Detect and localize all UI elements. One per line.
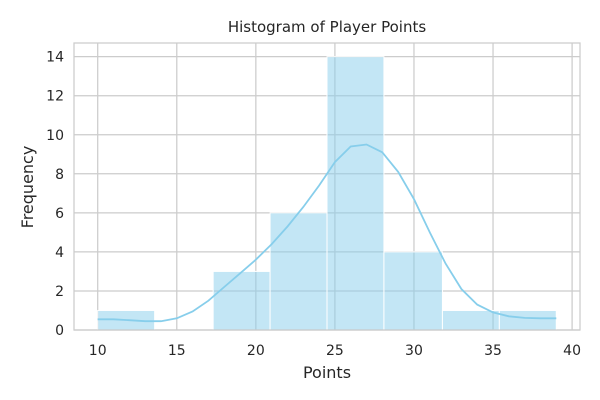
plot-frame	[73, 42, 581, 331]
y-axis-ticks: 0 2 4 6 8 10 12 14	[46, 50, 64, 339]
x-tick-label: 40	[563, 343, 581, 359]
y-tick-label: 14	[46, 50, 64, 66]
histogram-bar	[498, 309, 557, 331]
histogram-bar	[269, 212, 328, 331]
kde-curve	[97, 143, 557, 323]
y-tick-label: 0	[55, 323, 64, 339]
x-tick-label: 15	[168, 343, 186, 359]
x-tick-label: 20	[247, 343, 265, 359]
y-axis-label: Frequency	[18, 146, 37, 229]
y-tick-label: 8	[55, 167, 64, 183]
x-tick-label: 35	[484, 343, 502, 359]
x-tick-label: 25	[326, 343, 344, 359]
y-tick-label: 4	[55, 245, 64, 261]
y-tick-label: 6	[55, 206, 64, 222]
histogram-bars	[97, 56, 557, 331]
y-tick-label: 12	[46, 89, 64, 105]
histogram-bar	[383, 251, 443, 331]
x-tick-label: 30	[405, 343, 423, 359]
histogram-bar	[326, 56, 385, 331]
y-tick-label: 10	[46, 128, 64, 144]
histogram-bar	[212, 270, 271, 331]
y-tick-label: 2	[55, 284, 64, 300]
x-axis-ticks: 10 15 20 25 30 35 40	[89, 343, 581, 359]
x-tick-label: 10	[89, 343, 107, 359]
x-axis-label: Points	[303, 363, 351, 382]
histogram-bar	[441, 309, 500, 331]
chart-title: Histogram of Player Points	[228, 18, 426, 36]
